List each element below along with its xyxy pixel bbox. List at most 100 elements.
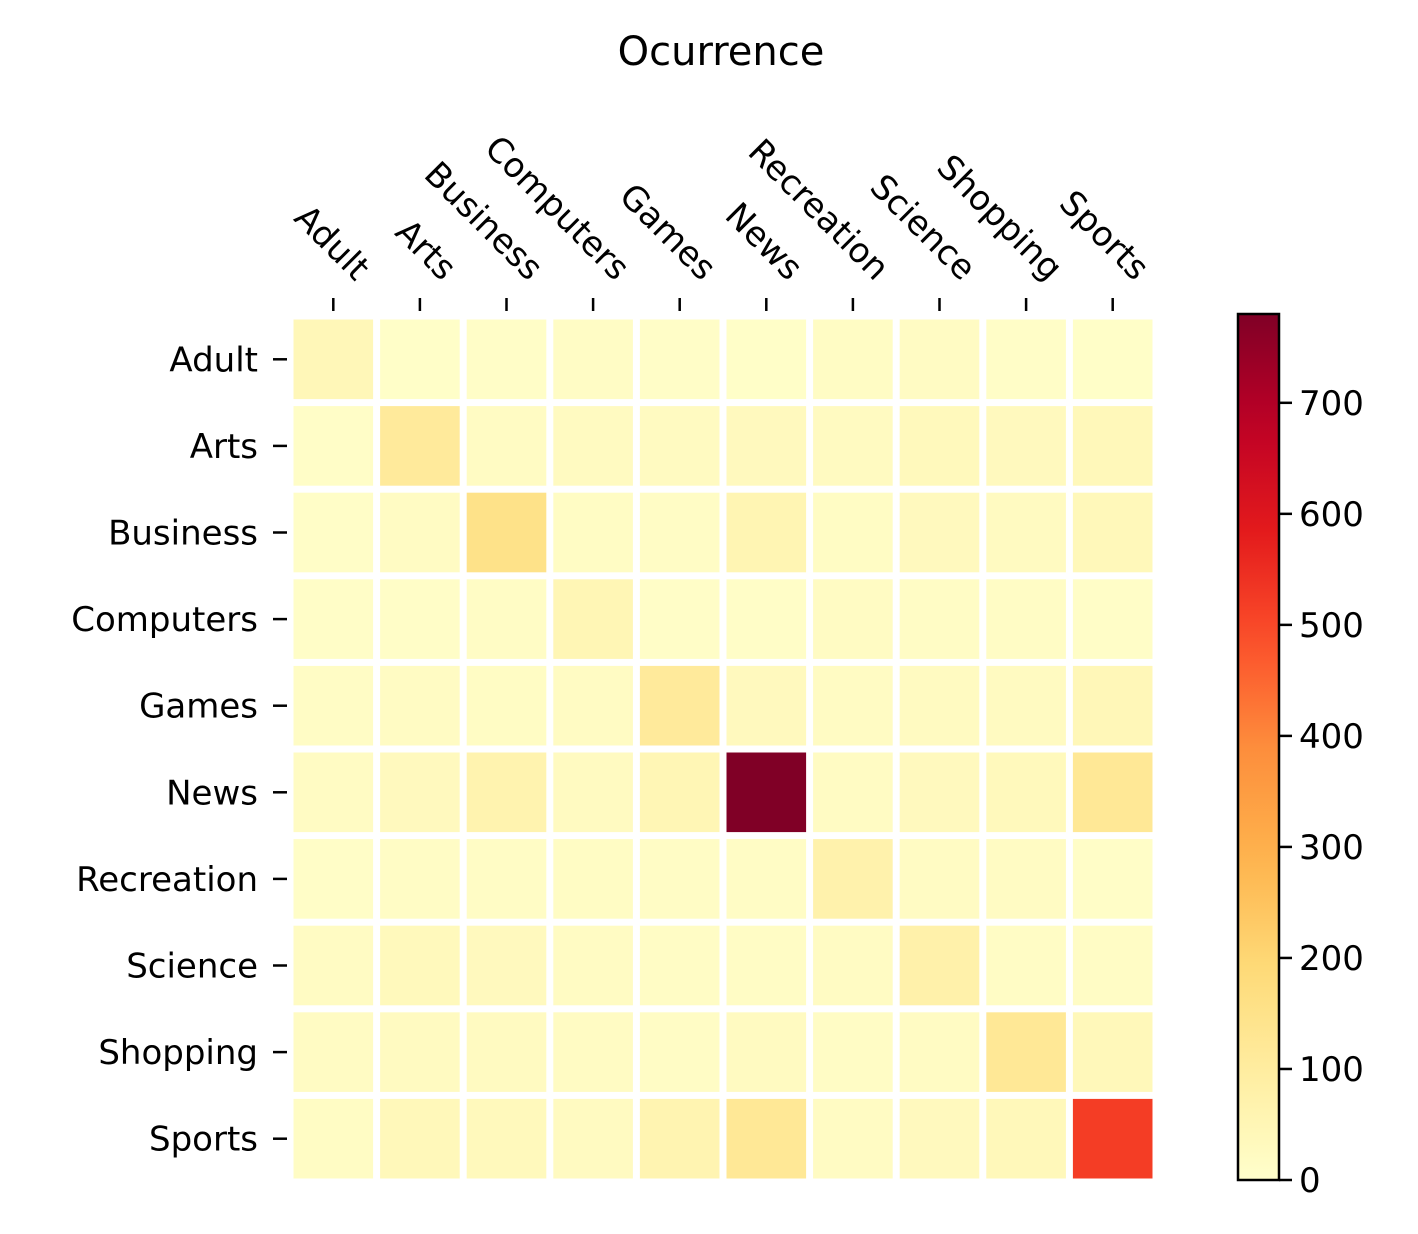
- heatmap-cell: [726, 1098, 807, 1179]
- y-tick-label: News: [166, 773, 258, 813]
- colorbar-tick-label: 700: [1299, 384, 1364, 424]
- heatmap-cell: [293, 579, 374, 659]
- heatmap-cell: [380, 319, 460, 400]
- heatmap-cell: [1072, 752, 1153, 833]
- heatmap-cell: [899, 839, 980, 919]
- heatmap-cell: [1072, 406, 1153, 486]
- heatmap-cell: [639, 1012, 720, 1092]
- heatmap-cell: [380, 1098, 460, 1179]
- heatmap-cell: [986, 492, 1066, 573]
- chart-title: Ocurrence: [618, 29, 825, 75]
- heatmap-cell: [639, 925, 720, 1006]
- heatmap-cell: [466, 665, 547, 746]
- colorbar-frame: [1236, 312, 1281, 1182]
- heatmap-cell: [1072, 925, 1153, 1006]
- heatmap-cell: [899, 925, 980, 1006]
- heatmap-cell: [899, 1012, 980, 1092]
- heatmap-cell: [553, 839, 633, 919]
- heatmap-cell: [553, 319, 633, 400]
- y-tick-label: Recreation: [76, 860, 258, 900]
- heatmap-cell: [986, 839, 1066, 919]
- x-axis-ticks: Adult ArtsBusinessComputersGamesNewsRecre…: [286, 128, 1157, 311]
- heatmap-cell: [639, 492, 720, 573]
- heatmap-cell: [813, 492, 893, 573]
- y-tick-label: Arts: [190, 427, 258, 467]
- x-tick-label: Sports: [1051, 183, 1156, 288]
- y-tick-label: Computers: [71, 600, 258, 640]
- heatmap-cell: [899, 492, 980, 573]
- y-tick-label: Games: [139, 687, 258, 727]
- heatmap-cell: [726, 579, 807, 659]
- heatmap-cell: [293, 752, 374, 833]
- heatmap-cell: [466, 1098, 547, 1179]
- heatmap-cell: [726, 492, 807, 573]
- heatmap-cell: [726, 925, 807, 1006]
- heatmap-cell: [726, 665, 807, 746]
- heatmap-cell: [899, 1098, 980, 1179]
- heatmap-cell: [813, 839, 893, 919]
- heatmap-cell: [553, 752, 633, 833]
- colorbar-tick-label: 500: [1299, 606, 1364, 646]
- heatmap-cell: [639, 1098, 720, 1179]
- heatmap-cell: [466, 839, 547, 919]
- heatmap-cell: [813, 752, 893, 833]
- heatmap-cell: [380, 1012, 460, 1092]
- heatmap-cell: [813, 1012, 893, 1092]
- colorbar-fill: [1238, 314, 1279, 1180]
- heatmap-cell: [553, 579, 633, 659]
- heatmap-cell: [466, 752, 547, 833]
- colorbar-ticks: 0 100 200 300 400 500 600 700: [1279, 384, 1364, 1201]
- y-tick-label: Sports: [149, 1120, 258, 1160]
- heatmap-cell: [726, 406, 807, 486]
- heatmap-cell: [986, 1012, 1066, 1092]
- heatmap-cell: [466, 925, 547, 1006]
- heatmap-cell: [813, 579, 893, 659]
- heatmap-cell: [380, 406, 460, 486]
- heatmap-cell: [726, 839, 807, 919]
- colorbar-tick-label: 200: [1299, 939, 1364, 979]
- heatmap-cell: [293, 1098, 374, 1179]
- heatmap-cell: [639, 319, 720, 400]
- colorbar-tick-label: 400: [1299, 717, 1364, 757]
- heatmap-cell: [1072, 839, 1153, 919]
- heatmap-cell: [1072, 492, 1153, 573]
- heatmap-cell: [1072, 579, 1153, 659]
- y-axis-ticks: Adult Arts Business Computers Games News Recre…: [71, 340, 287, 1160]
- heatmap-cell: [1072, 1098, 1153, 1179]
- heatmap-cell: [813, 406, 893, 486]
- heatmap-cells: [293, 319, 1153, 1179]
- heatmap-cell: [553, 1098, 633, 1179]
- colorbar-tick-label: 100: [1299, 1050, 1364, 1090]
- heatmap-cell: [726, 752, 807, 833]
- heatmap-cell: [466, 1012, 547, 1092]
- heatmap-cell: [293, 925, 374, 1006]
- heatmap-cell: [1072, 1012, 1153, 1092]
- heatmap-cell: [553, 406, 633, 486]
- heatmap-cell: [293, 839, 374, 919]
- colorbar-tick-label: 600: [1299, 495, 1364, 535]
- heatmap-cell: [380, 839, 460, 919]
- heatmap-cell: [986, 752, 1066, 833]
- heatmap-cell: [380, 752, 460, 833]
- heatmap-cell: [639, 579, 720, 659]
- heatmap-cell: [553, 1012, 633, 1092]
- heatmap-cell: [899, 579, 980, 659]
- heatmap-cell: [639, 665, 720, 746]
- heatmap-cell: [899, 752, 980, 833]
- heatmap-cell: [986, 665, 1066, 746]
- heatmap-cell: [986, 406, 1066, 486]
- heatmap-cell: [466, 406, 547, 486]
- heatmap-cell: [293, 406, 374, 486]
- y-tick-label: Science: [126, 947, 258, 987]
- heatmap-cell: [986, 579, 1066, 659]
- heatmap-cell: [466, 319, 547, 400]
- heatmap-cell: [726, 319, 807, 400]
- heatmap-cell: [553, 925, 633, 1006]
- colorbar-tick-label: 300: [1299, 828, 1364, 868]
- y-tick-label: Adult: [169, 340, 258, 380]
- heatmap-cell: [899, 665, 980, 746]
- heatmap-cell: [813, 665, 893, 746]
- colorbar-tick-label: 0: [1299, 1161, 1321, 1201]
- heatmap-cell: [986, 319, 1066, 400]
